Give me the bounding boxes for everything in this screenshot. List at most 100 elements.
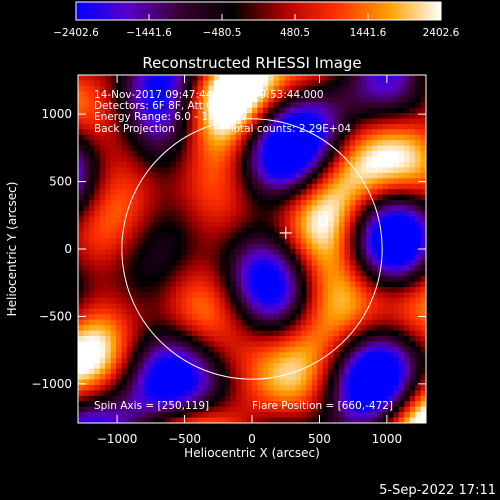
heatmap-cell (295, 303, 302, 310)
heatmap-cell (203, 259, 209, 266)
heatmap-cell (415, 243, 421, 250)
heatmap-cell (279, 167, 286, 174)
heatmap-cell (143, 156, 150, 163)
heatmap-cell (268, 216, 275, 223)
heatmap-cell (273, 395, 280, 402)
heatmap-cell (208, 178, 215, 185)
heatmap-cell (235, 314, 242, 321)
heatmap-cell (175, 341, 182, 348)
heatmap-cell (88, 85, 95, 92)
heatmap-cell (230, 352, 237, 359)
heatmap-cell (110, 336, 117, 342)
heatmap-cell (94, 113, 101, 119)
heatmap-cell (371, 113, 378, 119)
heatmap-cell (224, 145, 231, 152)
heatmap-cell (175, 303, 182, 310)
heatmap-cell (284, 265, 291, 272)
heatmap-cell (148, 205, 155, 212)
heatmap-cell (181, 297, 188, 304)
heatmap-cell (290, 194, 296, 201)
heatmap-cell (235, 379, 242, 386)
heatmap-cell (88, 308, 95, 315)
heatmap-cell (170, 270, 177, 277)
heatmap-cell (300, 140, 307, 147)
heatmap-cell (349, 319, 356, 326)
heatmap-cell (132, 129, 139, 136)
heatmap-cell (360, 308, 367, 315)
heatmap-cell (333, 314, 340, 321)
heatmap-cell (83, 384, 90, 391)
heatmap-cell (83, 412, 90, 418)
heatmap-cell (295, 75, 302, 81)
heatmap-cell (78, 390, 84, 397)
heatmap-cell (295, 417, 302, 423)
heatmap-cell (273, 259, 280, 266)
heatmap-cell (94, 270, 101, 277)
heatmap-cell (83, 254, 90, 261)
heatmap-cell (213, 276, 220, 283)
heatmap-cell (404, 123, 411, 130)
heatmap-cell (300, 151, 307, 157)
heatmap-cell (262, 102, 269, 109)
heatmap-cell (415, 308, 421, 315)
heatmap-cell (88, 390, 95, 397)
heatmap-cell (268, 80, 275, 87)
heatmap-cell (105, 80, 112, 87)
heatmap-cell (322, 194, 329, 201)
heatmap-cell (371, 210, 378, 217)
heatmap-cell (116, 75, 122, 81)
heatmap-cell (284, 363, 291, 370)
heatmap-cell (257, 194, 264, 201)
heatmap-cell (203, 107, 209, 114)
heatmap-cell (83, 200, 90, 206)
heatmap-cell (415, 314, 421, 321)
heatmap-cell (366, 210, 373, 217)
heatmap-cell (165, 319, 171, 326)
heatmap-cell (322, 303, 329, 310)
heatmap-cell (317, 216, 324, 223)
heatmap-cell (219, 297, 226, 304)
heatmap-cell (224, 227, 231, 234)
heatmap-cell (88, 162, 95, 168)
heatmap-cell (154, 145, 160, 152)
heatmap-cell (94, 281, 101, 288)
heatmap-cell (262, 96, 269, 103)
heatmap-cell (420, 140, 426, 147)
heatmap-cell (284, 325, 291, 331)
heatmap-cell (311, 325, 318, 331)
heatmap-cell (110, 113, 117, 119)
annotation-total-counts: Total counts: 2.29E+04 (228, 123, 351, 135)
heatmap-cell (94, 118, 101, 125)
heatmap-cell (143, 325, 150, 331)
heatmap-cell (137, 140, 144, 147)
heatmap-cell (257, 216, 264, 223)
heatmap-cell (137, 281, 144, 288)
heatmap-cell (230, 330, 237, 337)
heatmap-cell (420, 254, 426, 261)
heatmap-cell (192, 91, 199, 98)
heatmap-cell (241, 238, 247, 244)
heatmap-cell (328, 178, 334, 185)
heatmap-cell (94, 390, 101, 397)
heatmap-cell (88, 129, 95, 136)
heatmap-cell (99, 243, 106, 250)
heatmap-cell (295, 145, 302, 152)
heatmap-cell (377, 303, 383, 310)
heatmap-cell (99, 227, 106, 234)
heatmap-cell (387, 123, 394, 130)
heatmap-cell (99, 113, 106, 119)
heatmap-cell (339, 210, 345, 217)
heatmap-cell (415, 156, 421, 163)
heatmap-cell (393, 346, 400, 353)
heatmap-cell (235, 259, 242, 266)
heatmap-cell (328, 134, 334, 141)
heatmap-cell (393, 194, 400, 201)
heatmap-cell (387, 363, 394, 370)
heatmap-cell (99, 216, 106, 223)
heatmap-cell (224, 151, 231, 157)
heatmap-cell (311, 336, 318, 342)
heatmap-cell (279, 384, 286, 391)
heatmap-cell (344, 346, 351, 353)
heatmap-cell (181, 292, 188, 299)
heatmap-cell (192, 259, 199, 266)
